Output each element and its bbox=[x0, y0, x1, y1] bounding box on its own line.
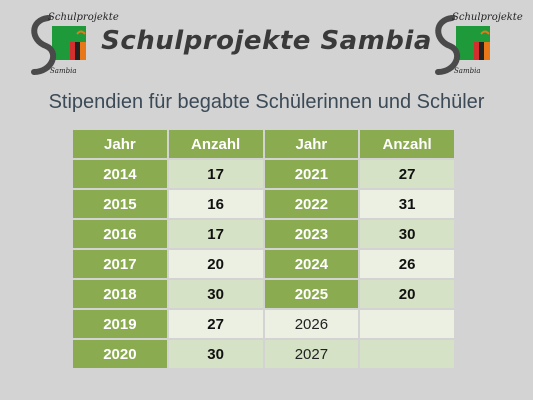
table-row: 2019 27 2026 bbox=[73, 310, 454, 338]
logo-left: Schulprojekte Sambia bbox=[28, 12, 119, 80]
column-header-year: Jahr bbox=[73, 130, 167, 158]
logo-text-top: Schulprojekte bbox=[48, 12, 119, 23]
year-cell: 2017 bbox=[73, 250, 167, 278]
year-cell: 2026 bbox=[264, 310, 359, 338]
count-cell: 31 bbox=[360, 190, 454, 218]
count-cell: 26 bbox=[360, 250, 454, 278]
table-row: 2016 17 2023 30 bbox=[73, 220, 454, 248]
column-header-year: Jahr bbox=[264, 130, 359, 158]
year-cell: 2016 bbox=[73, 220, 167, 248]
count-cell: 27 bbox=[360, 160, 454, 188]
count-cell: 16 bbox=[168, 190, 263, 218]
table-row: 2018 30 2025 20 bbox=[73, 280, 454, 308]
year-cell: 2018 bbox=[73, 280, 167, 308]
table-row: 2020 30 2027 bbox=[73, 340, 454, 368]
count-cell: 17 bbox=[168, 220, 263, 248]
column-header-count: Anzahl bbox=[360, 130, 454, 158]
logo-right: Schulprojekte Sambia bbox=[432, 12, 523, 80]
count-cell: 30 bbox=[168, 280, 263, 308]
count-cell: 30 bbox=[168, 340, 263, 368]
count-cell: 20 bbox=[360, 280, 454, 308]
year-cell: 2025 bbox=[264, 280, 359, 308]
table-row: 2014 17 2021 27 bbox=[73, 160, 454, 188]
year-cell: 2015 bbox=[73, 190, 167, 218]
count-cell: 17 bbox=[168, 160, 263, 188]
table-header-row: Jahr Anzahl Jahr Anzahl bbox=[73, 130, 454, 158]
year-cell: 2014 bbox=[73, 160, 167, 188]
page-title: Schulprojekte Sambia bbox=[101, 26, 432, 56]
scholarship-table: Jahr Anzahl Jahr Anzahl 2014 17 2021 27 … bbox=[71, 128, 456, 370]
count-cell: 27 bbox=[168, 310, 263, 338]
year-cell: 2024 bbox=[264, 250, 359, 278]
count-cell bbox=[360, 310, 454, 338]
table-row: 2017 20 2024 26 bbox=[73, 250, 454, 278]
count-cell bbox=[360, 340, 454, 368]
year-cell: 2022 bbox=[264, 190, 359, 218]
count-cell: 20 bbox=[168, 250, 263, 278]
year-cell: 2027 bbox=[264, 340, 359, 368]
year-cell: 2023 bbox=[264, 220, 359, 248]
count-cell: 30 bbox=[360, 220, 454, 248]
subtitle: Stipendien für begabte Schülerinnen und … bbox=[48, 91, 485, 113]
logo-text-top: Schulprojekte bbox=[452, 12, 523, 23]
year-cell: 2021 bbox=[264, 160, 359, 188]
year-cell: 2019 bbox=[73, 310, 167, 338]
logo-text-bottom: Sambia bbox=[454, 67, 481, 75]
table-row: 2015 16 2022 31 bbox=[73, 190, 454, 218]
year-cell: 2020 bbox=[73, 340, 167, 368]
logo-text-bottom: Sambia bbox=[50, 67, 77, 75]
column-header-count: Anzahl bbox=[168, 130, 263, 158]
